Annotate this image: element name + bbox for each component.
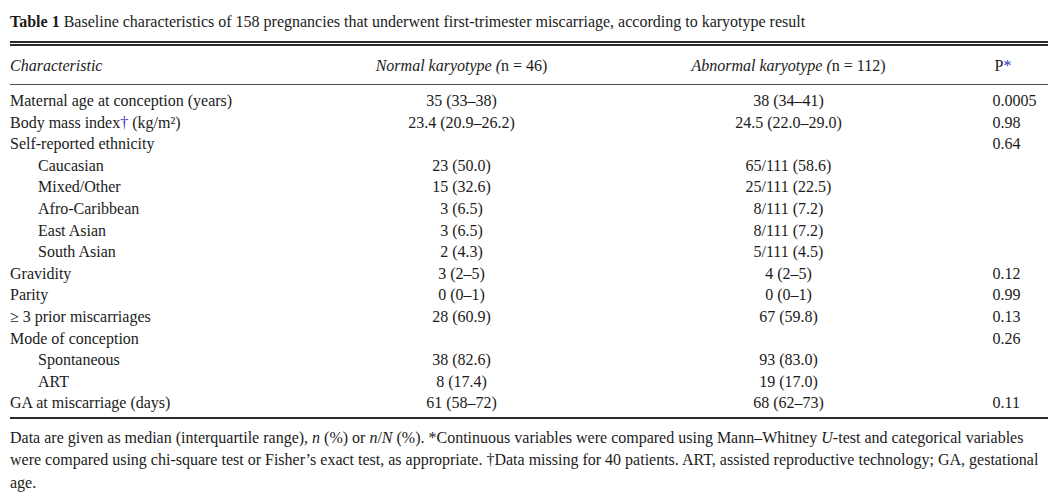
row-label: Afro-Caribbean xyxy=(10,198,327,220)
p-value: 0.99 xyxy=(981,284,1049,306)
table-title: Table 1 Baseline characteristics of 158 … xyxy=(10,11,1048,32)
row-label: Self-reported ethnicity xyxy=(10,133,327,155)
table-row: Caucasian23 (50.0)65/111 (58.6) xyxy=(10,155,1048,177)
normal-karyotype-value xyxy=(327,133,597,155)
p-value: 0.98 xyxy=(981,112,1049,134)
abnormal-karyotype-value: 25/111 (22.5) xyxy=(596,176,980,198)
normal-karyotype-value: 2 (4.3) xyxy=(327,241,597,263)
table-number: Table 1 xyxy=(10,13,60,30)
table-row: Body mass index† (kg/m²)23.4 (20.9–26.2)… xyxy=(10,112,1048,134)
abnormal-karyotype-value: 67 (59.8) xyxy=(596,306,980,328)
abnormal-karyotype-value: 8/111 (7.2) xyxy=(596,198,980,220)
normal-karyotype-value: 3 (6.5) xyxy=(327,220,597,242)
normal-karyotype-value: 35 (33–38) xyxy=(327,85,597,112)
row-label: Maternal age at conception (years) xyxy=(10,85,327,112)
p-value xyxy=(981,198,1049,220)
abnormal-karyotype-value: 0 (0–1) xyxy=(596,284,980,306)
abnormal-karyotype-value: 68 (62–73) xyxy=(596,392,980,414)
p-value xyxy=(981,176,1049,198)
footnote-text-segment: (%) or xyxy=(320,429,369,446)
p-value: 0.13 xyxy=(981,306,1049,328)
abnormal-karyotype-value: 5/111 (4.5) xyxy=(596,241,980,263)
header-characteristic: Characteristic xyxy=(10,46,327,85)
header-abnormal-karyotype: Abnormal karyotype (n = 112) xyxy=(596,46,980,85)
normal-karyotype-value xyxy=(327,328,597,350)
row-label: GA at miscarriage (days) xyxy=(10,392,327,414)
row-label: Gravidity xyxy=(10,263,327,285)
asterisk-footnote-marker: * xyxy=(1003,57,1011,74)
table-footnote: Data are given as median (interquartile … xyxy=(10,427,1048,495)
row-label: Spontaneous xyxy=(10,349,327,371)
p-value xyxy=(981,371,1049,393)
abnormal-karyotype-value: 8/111 (7.2) xyxy=(596,220,980,242)
abnormal-karyotype-value: 4 (2–5) xyxy=(596,263,980,285)
table-row: ART8 (17.4)19 (17.0) xyxy=(10,371,1048,393)
table-row: Spontaneous38 (82.6)93 (83.0) xyxy=(10,349,1048,371)
normal-karyotype-value: 8 (17.4) xyxy=(327,371,597,393)
header-row: Characteristic Normal karyotype (n = 46)… xyxy=(10,46,1048,85)
header-p-value: P* xyxy=(981,46,1049,85)
footnote-italic-term: N xyxy=(382,429,393,446)
footnote-italic-term: U xyxy=(821,429,833,446)
row-label: ≥ 3 prior miscarriages xyxy=(10,306,327,328)
abnormal-karyotype-value: 93 (83.0) xyxy=(596,349,980,371)
p-value: 0.11 xyxy=(981,392,1049,414)
table-row: South Asian2 (4.3)5/111 (4.5) xyxy=(10,241,1048,263)
p-value: 0.26 xyxy=(981,328,1049,350)
normal-karyotype-value: 23 (50.0) xyxy=(327,155,597,177)
abnormal-karyotype-value: 65/111 (58.6) xyxy=(596,155,980,177)
row-label: Parity xyxy=(10,284,327,306)
normal-karyotype-value: 28 (60.9) xyxy=(327,306,597,328)
footnote-italic-term: n xyxy=(312,429,320,446)
table-row: GA at miscarriage (days)61 (58–72)68 (62… xyxy=(10,392,1048,414)
table-row: Self-reported ethnicity 0.64 xyxy=(10,133,1048,155)
abnormal-karyotype-value xyxy=(596,328,980,350)
footnote-text-segment: (%). *Continuous variables were compared… xyxy=(393,429,822,446)
table-row: Mixed/Other15 (32.6)25/111 (22.5) xyxy=(10,176,1048,198)
row-label: Mixed/Other xyxy=(10,176,327,198)
p-value xyxy=(981,349,1049,371)
p-value: 0.64 xyxy=(981,133,1049,155)
table-row: Afro-Caribbean3 (6.5)8/111 (7.2) xyxy=(10,198,1048,220)
normal-karyotype-value: 3 (6.5) xyxy=(327,198,597,220)
p-value xyxy=(981,220,1049,242)
row-label: Body mass index† (kg/m²) xyxy=(10,112,327,134)
row-label: Mode of conception xyxy=(10,328,327,350)
normal-karyotype-value: 15 (32.6) xyxy=(327,176,597,198)
table-row: ≥ 3 prior miscarriages28 (60.9)67 (59.8)… xyxy=(10,306,1048,328)
normal-karyotype-value: 3 (2–5) xyxy=(327,263,597,285)
table-body: Maternal age at conception (years)35 (33… xyxy=(10,85,1048,414)
table-bottom-rule xyxy=(10,417,1048,419)
abnormal-karyotype-value: 38 (34–41) xyxy=(596,85,980,112)
row-label: Caucasian xyxy=(10,155,327,177)
table-title-text: Baseline characteristics of 158 pregnanc… xyxy=(64,13,806,30)
normal-karyotype-value: 0 (0–1) xyxy=(327,284,597,306)
row-label: East Asian xyxy=(10,220,327,242)
table-row: Gravidity3 (2–5)4 (2–5)0.12 xyxy=(10,263,1048,285)
header-normal-karyotype: Normal karyotype (n = 46) xyxy=(327,46,597,85)
baseline-characteristics-table: Characteristic Normal karyotype (n = 46)… xyxy=(10,46,1048,414)
paper-table-page: Table 1 Baseline characteristics of 158 … xyxy=(0,0,1058,496)
normal-karyotype-value: 61 (58–72) xyxy=(327,392,597,414)
normal-karyotype-value: 38 (82.6) xyxy=(327,349,597,371)
table-header: Characteristic Normal karyotype (n = 46)… xyxy=(10,46,1048,85)
table-row: Maternal age at conception (years)35 (33… xyxy=(10,85,1048,112)
table-row: Mode of conception 0.26 xyxy=(10,328,1048,350)
dagger-footnote-marker: † xyxy=(120,114,128,131)
footnote-text-segment: Data are given as median (interquartile … xyxy=(10,429,312,446)
p-value xyxy=(981,155,1049,177)
row-label: ART xyxy=(10,371,327,393)
table-row: Parity0 (0–1)0 (0–1)0.99 xyxy=(10,284,1048,306)
table-row: East Asian3 (6.5)8/111 (7.2) xyxy=(10,220,1048,242)
normal-karyotype-value: 23.4 (20.9–26.2) xyxy=(327,112,597,134)
abnormal-karyotype-value: 19 (17.0) xyxy=(596,371,980,393)
abnormal-karyotype-value xyxy=(596,133,980,155)
p-value: 0.12 xyxy=(981,263,1049,285)
p-value: 0.0005 xyxy=(981,85,1049,112)
p-value xyxy=(981,241,1049,263)
row-label: South Asian xyxy=(10,241,327,263)
abnormal-karyotype-value: 24.5 (22.0–29.0) xyxy=(596,112,980,134)
